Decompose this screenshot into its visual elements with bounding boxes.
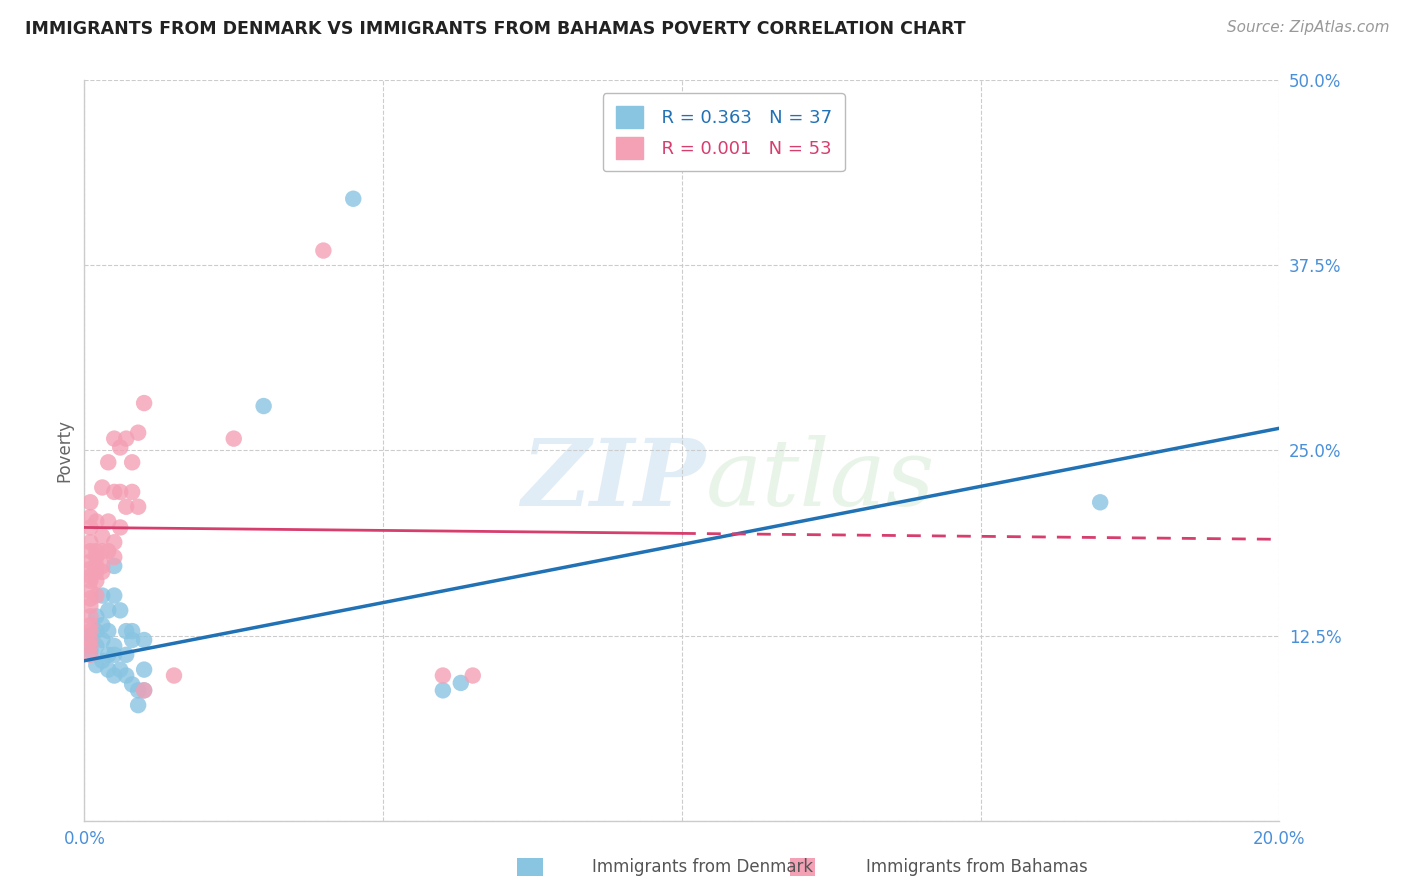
Point — [86, 658, 108, 673]
Point — [103, 535, 125, 549]
Point — [103, 648, 125, 662]
Point — [79, 599, 101, 613]
Point — [132, 683, 156, 698]
Point — [121, 677, 143, 691]
Point — [121, 624, 143, 639]
Legend:   R = 0.363   N = 37,   R = 0.001   N = 53: R = 0.363 N = 37, R = 0.001 N = 53 — [603, 93, 845, 171]
Point — [79, 618, 101, 632]
Point — [110, 484, 132, 499]
Point — [86, 544, 108, 558]
Point — [97, 648, 120, 662]
Point — [110, 603, 132, 617]
Text: ZIP: ZIP — [522, 435, 706, 525]
Text: IMMIGRANTS FROM DENMARK VS IMMIGRANTS FROM BAHAMAS POVERTY CORRELATION CHART: IMMIGRANTS FROM DENMARK VS IMMIGRANTS FR… — [25, 20, 966, 37]
Point — [79, 574, 101, 588]
Point — [132, 632, 156, 647]
Point — [97, 624, 120, 639]
Point — [79, 535, 101, 549]
Point — [79, 591, 101, 606]
Point — [86, 550, 108, 565]
Point — [1090, 495, 1112, 509]
Point — [127, 683, 149, 698]
Point — [79, 648, 101, 662]
Point — [222, 432, 245, 446]
Point — [79, 628, 101, 642]
Point — [79, 609, 101, 624]
Point — [115, 648, 138, 662]
Point — [79, 510, 101, 524]
Point — [127, 698, 149, 713]
Point — [432, 683, 454, 698]
Point — [342, 192, 364, 206]
Point — [253, 399, 276, 413]
Point — [121, 484, 143, 499]
Point — [97, 544, 120, 558]
Point — [91, 480, 114, 494]
Point — [79, 495, 101, 509]
Point — [132, 663, 156, 677]
Point — [115, 432, 138, 446]
Point — [115, 500, 138, 514]
Point — [86, 624, 108, 639]
Point — [91, 558, 114, 573]
Point — [103, 668, 125, 682]
Point — [79, 555, 101, 569]
Text: Immigrants from Bahamas: Immigrants from Bahamas — [866, 858, 1088, 876]
Point — [91, 544, 114, 558]
Point — [115, 668, 138, 682]
Point — [86, 558, 108, 573]
Point — [79, 639, 101, 653]
Point — [79, 562, 101, 576]
Point — [110, 663, 132, 677]
Point — [91, 632, 114, 647]
Point — [432, 668, 454, 682]
Text: Source: ZipAtlas.com: Source: ZipAtlas.com — [1226, 20, 1389, 35]
Point — [312, 244, 335, 258]
Point — [115, 624, 138, 639]
Point — [127, 425, 149, 440]
Point — [110, 520, 132, 534]
Point — [103, 550, 125, 565]
Point — [121, 632, 143, 647]
Point — [461, 668, 484, 682]
Point — [79, 569, 101, 583]
Y-axis label: Poverty: Poverty — [55, 419, 73, 482]
Point — [97, 455, 120, 469]
Point — [163, 668, 186, 682]
Point — [79, 632, 101, 647]
Point — [86, 639, 108, 653]
Point — [103, 484, 125, 499]
Point — [132, 396, 156, 410]
Point — [91, 618, 114, 632]
Point — [79, 643, 101, 657]
Text: atlas: atlas — [706, 435, 935, 525]
Point — [91, 589, 114, 603]
Point — [127, 500, 149, 514]
Point — [103, 432, 125, 446]
Point — [86, 565, 108, 579]
Point — [79, 520, 101, 534]
Point — [450, 676, 472, 690]
Point — [79, 584, 101, 599]
Point — [79, 624, 101, 639]
Point — [121, 455, 143, 469]
Point — [132, 683, 156, 698]
Point — [91, 565, 114, 579]
Point — [86, 515, 108, 529]
Point — [79, 544, 101, 558]
Point — [103, 639, 125, 653]
Point — [97, 663, 120, 677]
Point — [86, 574, 108, 588]
Point — [91, 654, 114, 668]
Point — [86, 609, 108, 624]
Point — [97, 515, 120, 529]
Text: Immigrants from Denmark: Immigrants from Denmark — [592, 858, 814, 876]
Point — [103, 558, 125, 573]
Point — [110, 441, 132, 455]
Point — [97, 603, 120, 617]
Point — [86, 589, 108, 603]
Point — [103, 589, 125, 603]
Point — [91, 529, 114, 543]
